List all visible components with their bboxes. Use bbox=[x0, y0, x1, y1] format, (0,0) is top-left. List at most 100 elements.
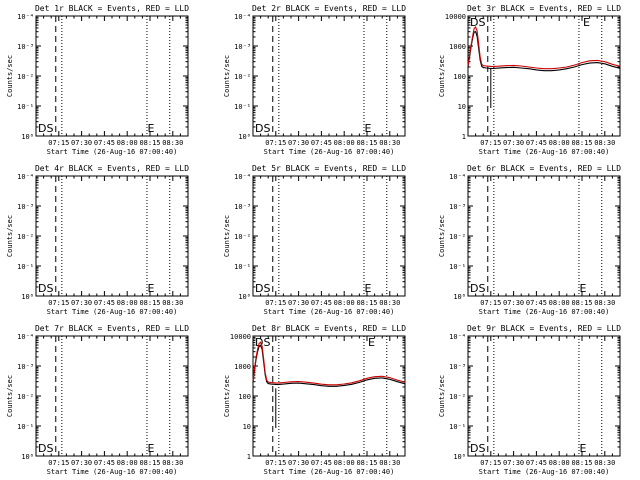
x-axis-label: Start Time (26-Aug-16 07:00:40) bbox=[264, 148, 395, 156]
panel-5: Det 5r BLACK = Events, RED = LLD 10⁰ 10⁻¹ 1… bbox=[223, 164, 406, 316]
y-tick-label: 10⁻³ bbox=[17, 203, 34, 211]
panel-title: Det 7r BLACK = Events, RED = LLD bbox=[35, 324, 189, 333]
series-line-events bbox=[252, 344, 406, 387]
e-marker: E bbox=[364, 282, 371, 295]
y-tick-label: 10⁻⁴ bbox=[449, 333, 466, 341]
y-tick-label: 10⁻⁴ bbox=[17, 333, 34, 341]
y-tick-label: 10⁻¹ bbox=[17, 423, 34, 431]
plot-frame bbox=[467, 175, 621, 297]
y-tick-label: 10⁻³ bbox=[449, 363, 466, 371]
y-tick-label: 10⁰ bbox=[453, 293, 466, 301]
x-tick-label: 07:45 bbox=[311, 459, 332, 467]
x-tick-label: 08:00 bbox=[549, 139, 570, 147]
panel-9: Det 9r BLACK = Events, RED = LLD 10⁰ 10⁻¹ 1… bbox=[438, 324, 621, 476]
plot-frame bbox=[35, 15, 189, 137]
e-marker: E bbox=[364, 122, 371, 135]
x-tick-label: 08:15 bbox=[139, 459, 160, 467]
x-tick-label: 08:00 bbox=[334, 459, 355, 467]
y-tick-label: 10⁰ bbox=[453, 453, 466, 461]
x-tick-label: 08:00 bbox=[549, 459, 570, 467]
x-tick-label: 07:15 bbox=[480, 459, 501, 467]
y-tick-label: 10⁰ bbox=[21, 453, 34, 461]
panel-title: Det 1r BLACK = Events, RED = LLD bbox=[35, 4, 189, 13]
x-tick-label: 07:30 bbox=[503, 299, 524, 307]
y-axis-label: Counts/sec bbox=[438, 215, 446, 257]
panel-title: Det 6r BLACK = Events, RED = LLD bbox=[467, 164, 621, 173]
x-tick-label: 08:30 bbox=[162, 459, 183, 467]
y-tick-label: 10⁻¹ bbox=[449, 263, 466, 271]
y-tick-label: 10⁻³ bbox=[17, 43, 34, 51]
panel-title: Det 3r BLACK = Events, RED = LLD bbox=[467, 4, 621, 13]
x-tick-label: 08:30 bbox=[379, 299, 400, 307]
y-tick-label: 10⁻³ bbox=[234, 43, 251, 51]
x-tick-label: 07:15 bbox=[265, 459, 286, 467]
y-tick-label: 1 bbox=[247, 453, 251, 461]
x-tick-label: 07:45 bbox=[526, 299, 547, 307]
y-tick-label: 10⁻¹ bbox=[234, 103, 251, 111]
y-axis-label: Counts/sec bbox=[223, 215, 231, 257]
y-tick-label: 10⁰ bbox=[21, 293, 34, 301]
panel-2: Det 2r BLACK = Events, RED = LLD 10⁰ 10⁻¹ 1… bbox=[223, 4, 406, 156]
x-tick-label: 08:30 bbox=[162, 139, 183, 147]
panel-3: Det 3r BLACK = Events, RED = LLD 1 10 100 10… bbox=[438, 4, 621, 156]
series-line-lld bbox=[467, 25, 621, 70]
x-tick-label: 07:45 bbox=[526, 139, 547, 147]
y-tick-label: 10⁻² bbox=[17, 233, 34, 241]
x-tick-label: 08:15 bbox=[571, 459, 592, 467]
x-tick-label: 07:45 bbox=[94, 139, 115, 147]
y-tick-label: 10⁻⁴ bbox=[449, 173, 466, 181]
x-tick-label: 08:00 bbox=[549, 299, 570, 307]
y-tick-label: 10⁻² bbox=[17, 73, 34, 81]
y-tick-label: 10⁰ bbox=[21, 133, 34, 141]
y-tick-label: 10⁻³ bbox=[17, 363, 34, 371]
x-axis-label: Start Time (26-Aug-16 07:00:40) bbox=[264, 468, 395, 476]
x-tick-label: 07:30 bbox=[503, 459, 524, 467]
ds-marker: DS bbox=[255, 282, 270, 295]
panel-title: Det 5r BLACK = Events, RED = LLD bbox=[252, 164, 406, 173]
y-axis-label: Counts/sec bbox=[438, 55, 446, 97]
y-axis-label: Counts/sec bbox=[6, 215, 14, 257]
x-tick-label: 07:15 bbox=[48, 139, 69, 147]
y-tick-label: 10⁻¹ bbox=[17, 263, 34, 271]
x-tick-label: 07:30 bbox=[503, 139, 524, 147]
x-tick-label: 07:15 bbox=[48, 299, 69, 307]
panel-title: Det 8r BLACK = Events, RED = LLD bbox=[252, 324, 406, 333]
x-tick-label: 08:30 bbox=[379, 139, 400, 147]
panel-title: Det 9r BLACK = Events, RED = LLD bbox=[467, 324, 621, 333]
x-tick-label: 08:15 bbox=[571, 139, 592, 147]
x-tick-label: 08:15 bbox=[356, 139, 377, 147]
x-tick-label: 07:15 bbox=[480, 139, 501, 147]
x-tick-label: 07:45 bbox=[526, 459, 547, 467]
x-tick-label: 07:30 bbox=[288, 299, 309, 307]
x-tick-label: 08:00 bbox=[117, 459, 138, 467]
series-line-events bbox=[467, 31, 621, 72]
x-tick-label: 07:15 bbox=[265, 139, 286, 147]
y-axis-label: Counts/sec bbox=[6, 55, 14, 97]
panel-1: Det 1r BLACK = Events, RED = LLD 10⁰ 10⁻¹ 1… bbox=[6, 4, 189, 156]
e-marker: E bbox=[368, 336, 375, 349]
x-axis-label: Start Time (26-Aug-16 07:00:40) bbox=[47, 308, 178, 316]
x-tick-label: 07:30 bbox=[288, 139, 309, 147]
x-axis-label: Start Time (26-Aug-16 07:00:40) bbox=[47, 468, 178, 476]
x-tick-label: 08:30 bbox=[162, 299, 183, 307]
x-tick-label: 08:30 bbox=[379, 459, 400, 467]
x-tick-label: 07:45 bbox=[311, 139, 332, 147]
plot-frame bbox=[467, 335, 621, 457]
e-marker: E bbox=[579, 282, 586, 295]
x-tick-label: 07:45 bbox=[94, 299, 115, 307]
y-tick-label: 1 bbox=[462, 133, 466, 141]
plot-frame bbox=[35, 175, 189, 297]
x-tick-label: 08:00 bbox=[334, 299, 355, 307]
y-tick-label: 10⁻² bbox=[234, 233, 251, 241]
y-tick-label: 10⁰ bbox=[238, 293, 251, 301]
series-line-lld bbox=[252, 341, 406, 386]
x-axis-label: Start Time (26-Aug-16 07:00:40) bbox=[264, 308, 395, 316]
x-tick-label: 07:30 bbox=[71, 139, 92, 147]
x-tick-label: 08:15 bbox=[356, 299, 377, 307]
x-tick-label: 07:30 bbox=[71, 459, 92, 467]
y-tick-label: 10⁻⁴ bbox=[17, 173, 34, 181]
ds-marker: DS bbox=[470, 282, 485, 295]
ds-marker: DS bbox=[470, 442, 485, 455]
y-tick-label: 10⁰ bbox=[238, 133, 251, 141]
panel-8: Det 8r BLACK = Events, RED = LLD 1 10 100 10… bbox=[223, 324, 406, 476]
